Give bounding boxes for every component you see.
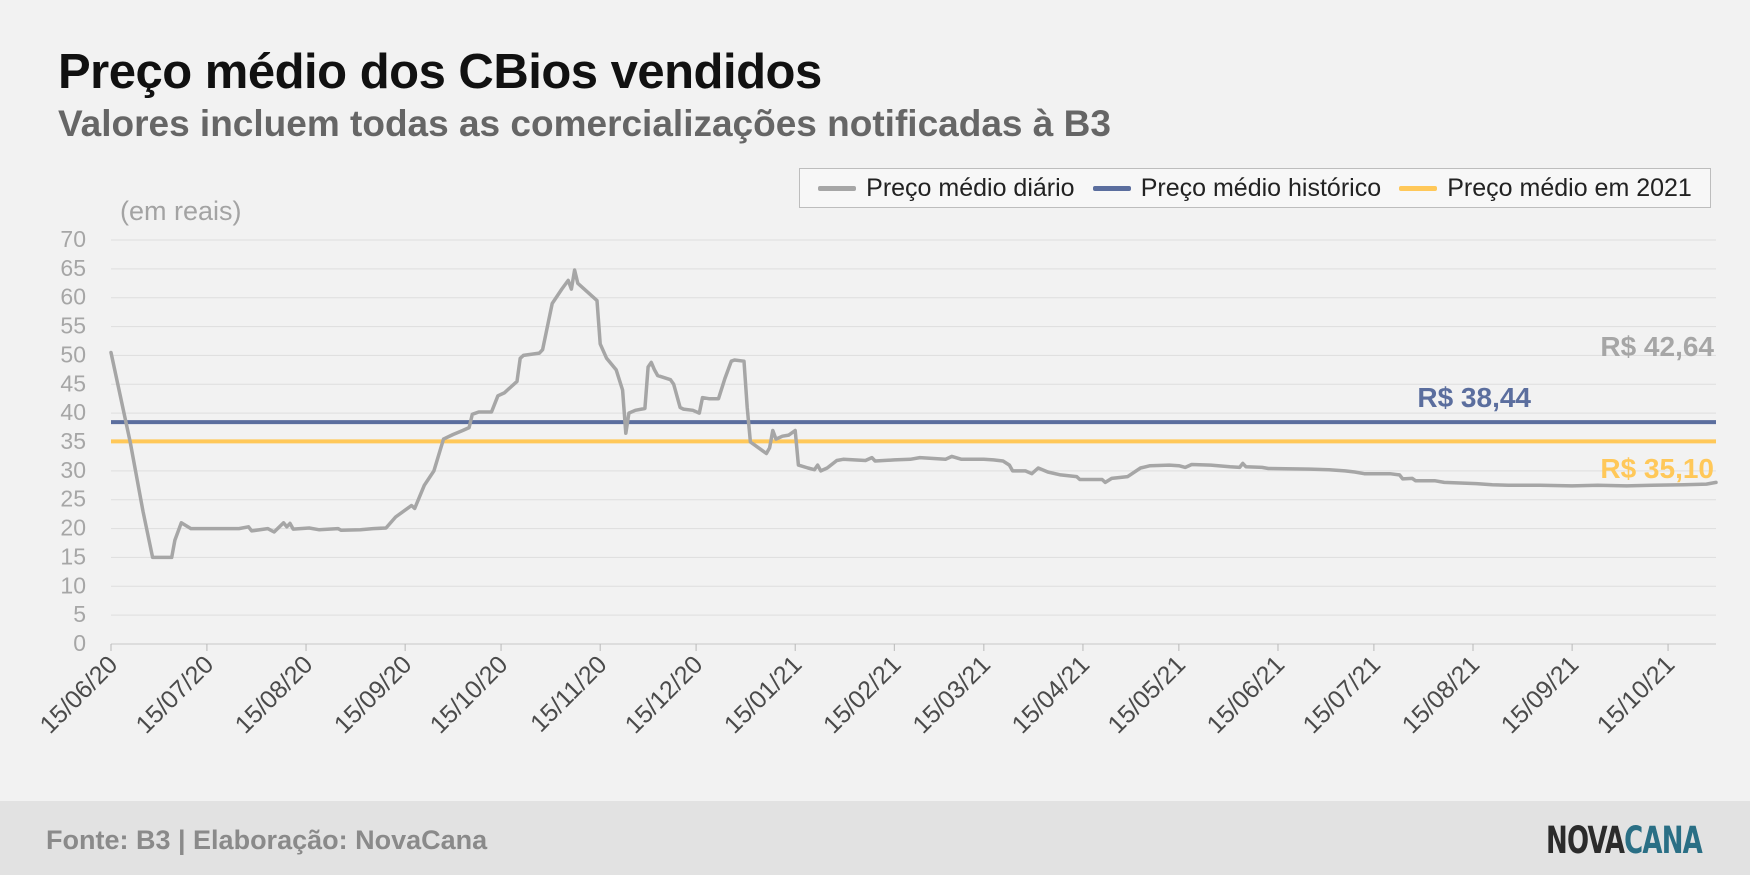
- y-tick-label: 0: [73, 630, 86, 656]
- novacana-logo: NOVACANA: [1546, 819, 1703, 862]
- y-tick-label: 30: [60, 457, 86, 483]
- legend-swatch-historic: [1092, 185, 1131, 191]
- legend-swatch-2021: [1399, 185, 1438, 191]
- source-credit: Fonte: B3 | Elaboração: NovaCana: [46, 825, 488, 855]
- legend-label-daily: Preço médio diário: [866, 173, 1075, 202]
- x-tick-label: 15/01/21: [719, 650, 808, 739]
- legend-swatch-daily: [818, 185, 857, 191]
- chart-legend: Preço médio diário Preço médio histórico…: [799, 168, 1711, 208]
- footer-bar: Fonte: B3 | Elaboração: NovaCana NOVACAN…: [0, 801, 1750, 875]
- x-tick-label: 15/12/20: [620, 650, 709, 739]
- y-axis-unit-label: (em reais): [120, 196, 242, 226]
- annotation-2021-price: R$ 35,10: [1600, 453, 1714, 484]
- legend-label-historic: Preço médio histórico: [1140, 173, 1382, 202]
- series-line-0: [109, 268, 1718, 560]
- x-tick-labels: 15/06/20 15/07/20 15/08/20 15/09/20 15/10/20…: [35, 650, 1681, 739]
- legend-item-historic: Preço médio histórico: [1092, 173, 1382, 203]
- x-tick-label: 15/04/21: [1007, 650, 1096, 739]
- y-tick-label: 60: [60, 284, 86, 310]
- legend-label-2021: Preço médio em 2021: [1447, 173, 1692, 202]
- y-tick-label: 35: [60, 428, 86, 454]
- y-tick-label: 40: [60, 399, 86, 425]
- annotation-historic-price: R$ 38,44: [1417, 382, 1531, 413]
- logo-part-nova: NOVA: [1546, 819, 1625, 862]
- x-tick-label: 15/03/21: [907, 650, 996, 739]
- x-tick-label: 15/06/21: [1202, 650, 1291, 739]
- chart-subtitle: Valores incluem todas as comercializaçõe…: [58, 103, 1111, 144]
- x-tick-label: 15/07/21: [1298, 650, 1387, 739]
- series-group: [109, 268, 1718, 560]
- grid-lines: [110, 239, 1716, 651]
- annotation-last-price: R$ 42,64: [1600, 331, 1714, 362]
- y-tick-label: 10: [60, 572, 86, 598]
- y-tick-label: 50: [60, 341, 86, 367]
- y-tick-label: 55: [60, 313, 86, 339]
- chart-title: Preço médio dos CBios vendidos: [58, 45, 822, 99]
- legend-item-daily: Preço médio diário: [818, 173, 1075, 203]
- annotations: R$ 42,64 R$ 38,44 R$ 35,10: [1417, 331, 1714, 484]
- y-tick-label: 65: [60, 255, 86, 281]
- y-tick-label: 25: [60, 486, 86, 512]
- x-tick-label: 15/05/21: [1102, 650, 1191, 739]
- y-tick-label: 20: [60, 515, 86, 541]
- x-tick-label: 15/06/20: [35, 650, 124, 739]
- x-tick-label: 15/11/20: [525, 650, 612, 737]
- y-tick-label: 45: [60, 370, 86, 396]
- y-tick-label: 70: [60, 226, 86, 252]
- reference-lines: [111, 420, 1716, 444]
- x-tick-label: 15/09/20: [329, 650, 418, 739]
- x-tick-label: 15/09/21: [1496, 650, 1585, 739]
- x-tick-label: 15/10/20: [425, 650, 514, 739]
- y-tick-label: 15: [60, 543, 86, 569]
- legend-item-2021: Preço médio em 2021: [1399, 174, 1692, 203]
- x-tick-label: 15/02/21: [818, 650, 907, 739]
- x-tick-label: 15/10/21: [1592, 650, 1681, 739]
- y-tick-label: 5: [73, 601, 86, 627]
- x-tick-label: 15/08/20: [230, 650, 319, 739]
- x-tick-label: 15/07/20: [131, 650, 220, 739]
- x-tick-label: 15/08/21: [1397, 650, 1486, 739]
- logo-part-cana: CANA: [1624, 819, 1703, 862]
